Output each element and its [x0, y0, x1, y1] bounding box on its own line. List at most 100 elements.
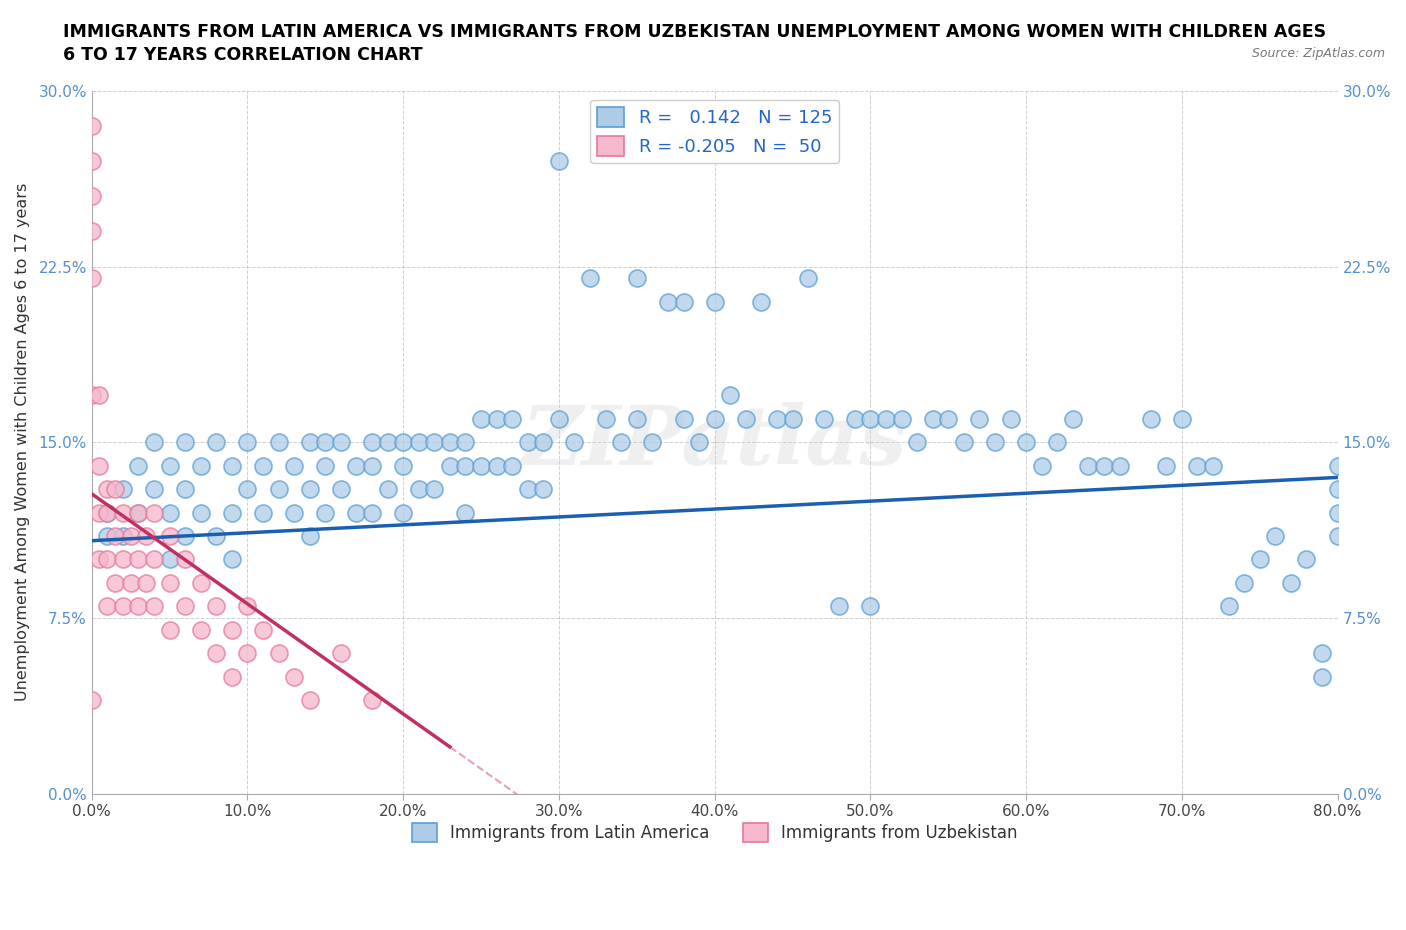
Point — [672, 294, 695, 309]
Point — [111, 599, 134, 614]
Point — [1000, 411, 1022, 426]
Point — [813, 411, 835, 426]
Point — [423, 482, 446, 497]
Point — [190, 576, 212, 591]
Point — [984, 435, 1007, 450]
Point — [96, 599, 118, 614]
Point — [1279, 576, 1302, 591]
Point — [408, 435, 430, 450]
Point — [392, 435, 415, 450]
Point — [1202, 458, 1225, 473]
Point — [1310, 670, 1333, 684]
Point — [1171, 411, 1194, 426]
Point — [159, 622, 181, 637]
Point — [143, 552, 166, 567]
Point — [329, 435, 352, 450]
Point — [346, 505, 368, 520]
Point — [579, 271, 602, 286]
Point — [377, 482, 399, 497]
Point — [734, 411, 756, 426]
Text: ZIPatlas: ZIPatlas — [522, 403, 907, 483]
Point — [672, 411, 695, 426]
Point — [127, 505, 149, 520]
Point — [1326, 505, 1348, 520]
Point — [1310, 645, 1333, 660]
Point — [120, 528, 142, 543]
Point — [531, 482, 554, 497]
Text: 6 TO 17 YEARS CORRELATION CHART: 6 TO 17 YEARS CORRELATION CHART — [63, 46, 423, 64]
Point — [111, 482, 134, 497]
Point — [516, 435, 538, 450]
Point — [143, 482, 166, 497]
Point — [127, 552, 149, 567]
Point — [1139, 411, 1161, 426]
Point — [143, 599, 166, 614]
Point — [159, 552, 181, 567]
Point — [501, 411, 523, 426]
Point — [96, 505, 118, 520]
Point — [283, 458, 305, 473]
Point — [454, 435, 477, 450]
Point — [1249, 552, 1271, 567]
Point — [104, 576, 127, 591]
Point — [626, 271, 648, 286]
Point — [252, 622, 274, 637]
Point — [135, 528, 157, 543]
Point — [1031, 458, 1053, 473]
Point — [1108, 458, 1130, 473]
Point — [314, 458, 336, 473]
Point — [236, 599, 259, 614]
Point — [143, 505, 166, 520]
Point — [205, 528, 228, 543]
Point — [439, 458, 461, 473]
Point — [283, 505, 305, 520]
Point — [657, 294, 679, 309]
Point — [159, 458, 181, 473]
Point — [859, 599, 882, 614]
Point — [96, 505, 118, 520]
Point — [298, 435, 321, 450]
Point — [252, 458, 274, 473]
Point — [969, 411, 991, 426]
Text: Source: ZipAtlas.com: Source: ZipAtlas.com — [1251, 46, 1385, 60]
Point — [221, 552, 243, 567]
Point — [314, 505, 336, 520]
Point — [641, 435, 664, 450]
Point — [1077, 458, 1099, 473]
Point — [782, 411, 804, 426]
Point — [859, 411, 882, 426]
Point — [531, 435, 554, 450]
Point — [361, 693, 384, 708]
Point — [564, 435, 586, 450]
Point — [1187, 458, 1209, 473]
Point — [454, 458, 477, 473]
Point — [120, 576, 142, 591]
Point — [111, 528, 134, 543]
Text: IMMIGRANTS FROM LATIN AMERICA VS IMMIGRANTS FROM UZBEKISTAN UNEMPLOYMENT AMONG W: IMMIGRANTS FROM LATIN AMERICA VS IMMIGRA… — [63, 23, 1326, 41]
Point — [501, 458, 523, 473]
Point — [1264, 528, 1286, 543]
Point — [516, 482, 538, 497]
Point — [190, 622, 212, 637]
Point — [703, 411, 725, 426]
Point — [174, 599, 197, 614]
Point — [953, 435, 976, 450]
Point — [89, 458, 111, 473]
Point — [80, 189, 103, 204]
Point — [1326, 458, 1348, 473]
Point — [236, 482, 259, 497]
Point — [844, 411, 866, 426]
Point — [174, 482, 197, 497]
Point — [470, 411, 492, 426]
Point — [314, 435, 336, 450]
Point — [439, 435, 461, 450]
Point — [221, 458, 243, 473]
Point — [548, 153, 571, 168]
Point — [135, 576, 157, 591]
Point — [205, 435, 228, 450]
Point — [361, 458, 384, 473]
Point — [1092, 458, 1115, 473]
Point — [1233, 576, 1256, 591]
Point — [283, 670, 305, 684]
Point — [423, 435, 446, 450]
